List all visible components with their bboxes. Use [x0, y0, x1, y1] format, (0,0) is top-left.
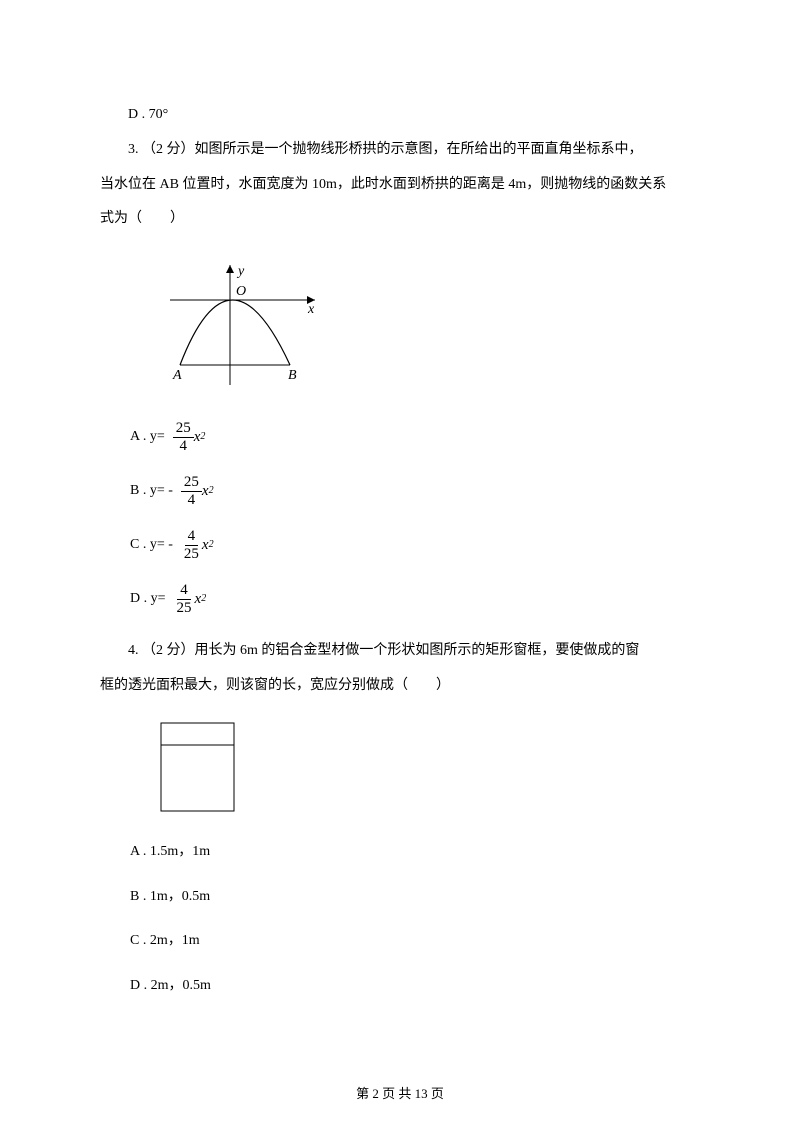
q3-parabola-figure: y O x A B — [160, 255, 700, 400]
q4-option-c: C . 2m，1m — [130, 926, 700, 957]
q3-option-d-prefix: D . y= — [130, 592, 166, 606]
q3-option-b-prefix: B . y= - — [130, 484, 173, 498]
q4-option-b: B . 1m，0.5m — [130, 882, 700, 913]
q3-option-b-var: x — [202, 484, 209, 499]
svg-text:A: A — [172, 368, 182, 383]
q3-option-c: C . y= - 4 25 x2 — [130, 528, 700, 562]
svg-text:O: O — [236, 284, 246, 299]
q3-option-b: B . y= - 25 4 x2 — [130, 474, 700, 508]
q4-rect-figure — [160, 722, 700, 817]
q3-option-c-fraction: 4 25 — [181, 528, 202, 562]
page-footer: 第 2 页 共 13 页 — [0, 1083, 800, 1102]
q4-option-a: A . 1.5m，1m — [130, 837, 700, 868]
q3-option-b-sup: 2 — [209, 486, 214, 496]
q3-option-a-prefix: A . y= — [130, 430, 165, 444]
q3-option-a-fraction: 25 4 — [173, 420, 194, 454]
q3-option-a-var: x — [194, 430, 201, 445]
q2-option-d: D . 70° — [100, 100, 700, 131]
q3-option-d-var: x — [195, 592, 202, 607]
svg-text:y: y — [236, 264, 245, 279]
svg-text:x: x — [307, 302, 315, 317]
q3-option-d: D . y= 4 25 x2 — [130, 582, 700, 616]
q3-stem-line1: 3. （2 分）如图所示是一个抛物线形桥拱的示意图，在所给出的平面直角坐标系中， — [100, 135, 700, 166]
q3-option-a: A . y= 25 4 x2 — [130, 420, 700, 454]
q3-option-a-sup: 2 — [200, 432, 205, 442]
q3-stem-line3: 式为（ ） — [100, 204, 700, 235]
q3-option-c-sup: 2 — [209, 540, 214, 550]
q3-option-d-fraction: 4 25 — [174, 582, 195, 616]
q3-option-d-sup: 2 — [201, 594, 206, 604]
q3-option-c-prefix: C . y= - — [130, 538, 173, 552]
q3-option-b-fraction: 25 4 — [181, 474, 202, 508]
q4-stem-line1: 4. （2 分）用长为 6m 的铝合金型材做一个形状如图所示的矩形窗框，要使做成… — [100, 636, 700, 667]
q4-stem-line2: 框的透光面积最大，则该窗的长，宽应分别做成（ ） — [100, 671, 700, 702]
q3-option-c-var: x — [202, 538, 209, 553]
svg-text:B: B — [288, 368, 297, 383]
q4-option-d: D . 2m，0.5m — [130, 971, 700, 1002]
q3-stem-line2: 当水位在 AB 位置时，水面宽度为 10m，此时水面到桥拱的距离是 4m，则抛物… — [100, 170, 700, 201]
